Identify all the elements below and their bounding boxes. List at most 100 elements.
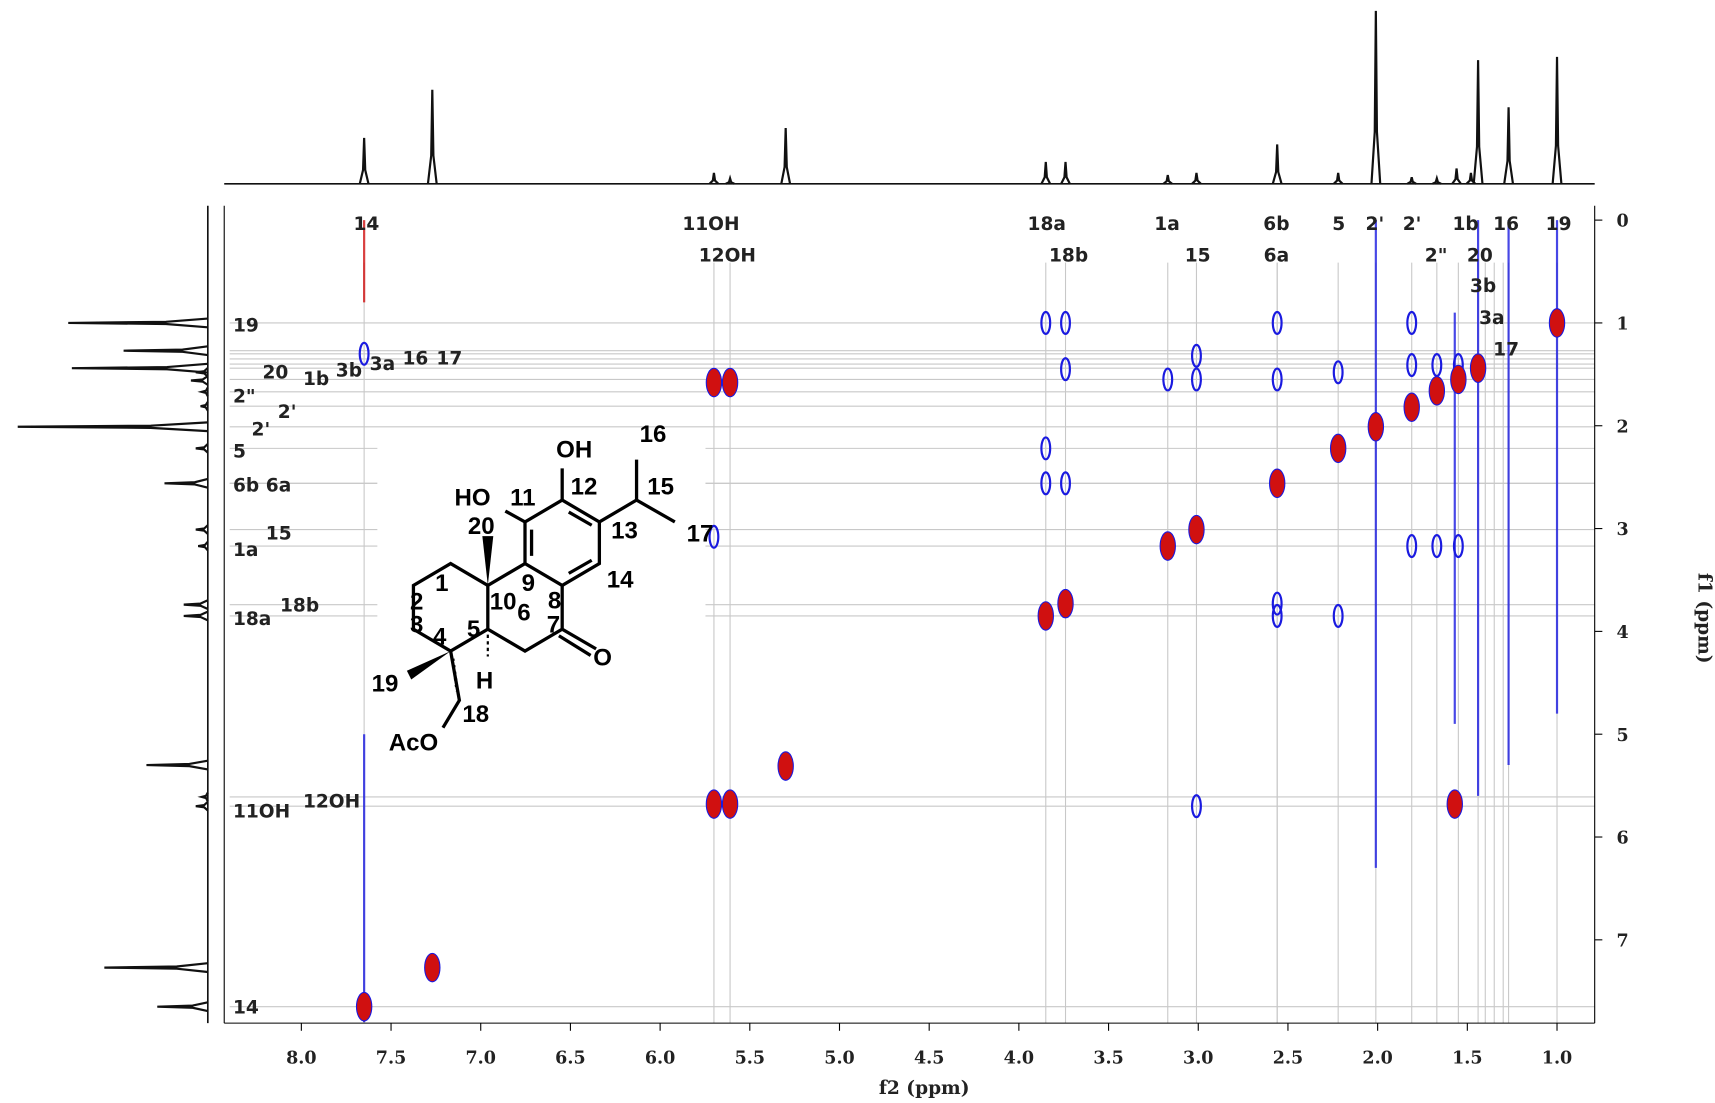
atom-label: H bbox=[476, 667, 493, 694]
atom-label: O bbox=[593, 644, 612, 671]
negative-peak bbox=[1406, 353, 1418, 378]
negative-peak bbox=[1452, 534, 1464, 559]
y-tick-label: 0 bbox=[1617, 212, 1629, 232]
left-projection-peak bbox=[123, 345, 208, 357]
positive-peak bbox=[1268, 468, 1286, 499]
atom-label: OH bbox=[556, 436, 592, 463]
wedge-19 bbox=[406, 651, 451, 680]
x-tick-label: 6.0 bbox=[645, 1049, 675, 1069]
left-label: 3b bbox=[336, 360, 362, 381]
atom-label: AcO bbox=[389, 730, 438, 757]
left-label: 1a bbox=[233, 540, 258, 561]
atom-label: 8 bbox=[548, 587, 561, 614]
top-label: 5 bbox=[1332, 214, 1345, 235]
left-label: 17 bbox=[436, 348, 462, 369]
top-label: 12OH bbox=[699, 246, 756, 267]
top-label: 11OH bbox=[682, 214, 739, 235]
positive-peak bbox=[1037, 601, 1054, 631]
negative-peak bbox=[1060, 471, 1071, 496]
atom-label: HO bbox=[454, 485, 490, 512]
positive-peak bbox=[705, 789, 723, 819]
y-tick-label: 1 bbox=[1617, 314, 1629, 334]
top-label: 17 bbox=[1493, 340, 1519, 361]
top-label: 6b bbox=[1263, 214, 1289, 235]
y-axis-label: f1 (ppm) bbox=[1694, 573, 1715, 664]
x-axis-label: f2 (ppm) bbox=[879, 1078, 970, 1099]
top-label: 2" bbox=[1425, 246, 1448, 267]
positive-peak bbox=[1159, 531, 1176, 561]
positive-peak bbox=[721, 367, 739, 398]
atom-label: 6 bbox=[517, 599, 530, 626]
top-projection-peak bbox=[1191, 172, 1202, 185]
left-projection-peak bbox=[200, 401, 209, 412]
positive-peak bbox=[1367, 412, 1385, 442]
negative-peak bbox=[1271, 603, 1283, 628]
left-label: 6b bbox=[233, 475, 259, 496]
structure: OH HO 16 15 17 11 12 13 14 20 9 8 10 1 2… bbox=[372, 421, 713, 761]
top-label: 3b bbox=[1470, 276, 1496, 297]
left-projection-peak bbox=[164, 477, 209, 489]
top-projection-peak bbox=[725, 174, 735, 185]
left-projection-peak bbox=[197, 792, 209, 802]
atom-label: 16 bbox=[640, 421, 667, 448]
left-label: 11OH bbox=[233, 801, 290, 822]
negative-peak bbox=[1271, 591, 1283, 616]
negative-peak bbox=[1406, 310, 1418, 335]
top-projection-peak bbox=[1431, 174, 1442, 185]
left-projection-peak bbox=[17, 421, 208, 433]
atom-label: 10 bbox=[490, 588, 517, 615]
x-tick-label: 6.5 bbox=[555, 1049, 585, 1069]
top-projection-peak bbox=[358, 137, 370, 185]
negative-peak bbox=[1431, 534, 1443, 559]
left-projection-peak bbox=[195, 800, 209, 812]
structure-background bbox=[377, 432, 706, 761]
left-projection-peak bbox=[197, 386, 209, 397]
y-tick-label: 5 bbox=[1617, 726, 1629, 746]
left-projection-peak bbox=[183, 610, 209, 622]
left-projection-peak bbox=[157, 1001, 209, 1013]
atom-label: 1 bbox=[435, 570, 448, 597]
left-label: 18b bbox=[280, 596, 319, 617]
x-tick-label: 5.5 bbox=[735, 1049, 765, 1069]
left-projection-peak bbox=[104, 962, 208, 974]
top-label: 18b bbox=[1049, 246, 1088, 267]
y-tick-label: 4 bbox=[1617, 623, 1629, 643]
top-projection-peak bbox=[780, 127, 792, 185]
positive-peak bbox=[1548, 308, 1566, 338]
x-tick-label: 3.0 bbox=[1183, 1049, 1213, 1069]
negative-peak bbox=[1332, 603, 1344, 628]
atom-label: 2 bbox=[410, 588, 423, 615]
negative-peak bbox=[1190, 794, 1202, 819]
top-projection-peak bbox=[1451, 168, 1462, 185]
negative-peak bbox=[1271, 367, 1283, 392]
atom-label: 9 bbox=[522, 570, 535, 597]
hash-18 bbox=[451, 658, 459, 692]
top-projection-peak bbox=[1472, 60, 1484, 184]
top-projection-peak bbox=[1370, 10, 1382, 184]
left-projection-peak bbox=[190, 375, 209, 386]
negative-peak bbox=[1060, 310, 1071, 335]
top-projection-peak bbox=[708, 172, 720, 185]
top-projection-peak bbox=[1040, 161, 1052, 185]
substituent-bonds bbox=[504, 459, 676, 524]
left-label: 20 bbox=[263, 363, 289, 384]
positive-peak bbox=[721, 789, 739, 819]
top-projection-peak bbox=[1162, 174, 1173, 185]
x-tick-label: 1.5 bbox=[1452, 1049, 1482, 1069]
top-projection-peak bbox=[1333, 172, 1344, 185]
left-label: 2' bbox=[278, 402, 297, 423]
atom-label: 14 bbox=[607, 567, 634, 594]
peaks bbox=[355, 220, 1566, 1023]
left-label: 2" bbox=[233, 387, 256, 408]
left-label: 16 bbox=[403, 348, 429, 369]
x-tick-label: 7.0 bbox=[466, 1049, 496, 1069]
atom-label: 5 bbox=[467, 616, 480, 643]
top-projection-peak bbox=[426, 89, 438, 184]
left-projection-peak bbox=[183, 599, 209, 611]
left-projection-peak bbox=[146, 759, 209, 771]
x-tick-label: 7.5 bbox=[376, 1049, 406, 1069]
y-tick-label: 3 bbox=[1617, 520, 1629, 540]
x-tick-label: 1.0 bbox=[1542, 1049, 1572, 1069]
left-label: 1b bbox=[303, 369, 329, 390]
